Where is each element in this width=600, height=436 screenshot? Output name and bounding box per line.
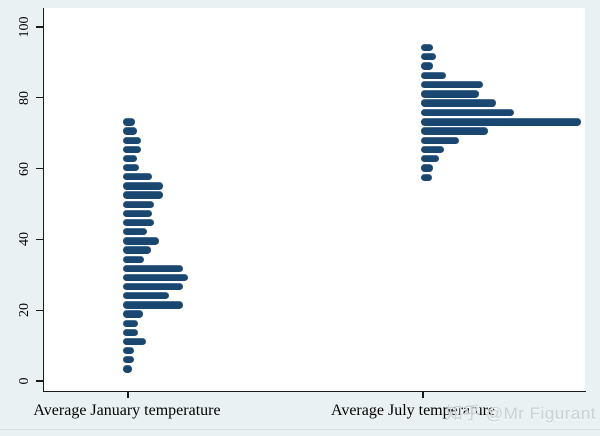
y-tick-mark — [36, 26, 43, 28]
histogram-bar — [122, 291, 169, 300]
x-axis-label-july: Average July temperature — [330, 402, 496, 419]
bottom-divider — [0, 429, 600, 430]
histogram-bar — [122, 154, 137, 163]
histogram-bar — [420, 136, 459, 144]
histogram-bar — [122, 301, 183, 309]
histogram-bar — [420, 53, 436, 61]
histogram-bar — [420, 154, 439, 163]
histogram-bar — [122, 365, 132, 373]
histogram-bar — [420, 71, 446, 80]
histogram-bar — [420, 43, 433, 52]
y-tick-label: 100 — [17, 16, 32, 38]
y-tick-label: 80 — [17, 90, 32, 105]
x-axis-line — [42, 390, 586, 393]
histogram-bar — [122, 237, 159, 245]
histogram-bar — [122, 173, 152, 181]
histogram-bar — [122, 182, 163, 190]
histogram-bar — [420, 90, 479, 98]
x-tick-mark — [422, 392, 424, 398]
histogram-bar — [122, 246, 151, 254]
histogram-bar — [420, 81, 483, 89]
histogram-bar — [122, 264, 183, 273]
watermark: 知乎 @Mr Figurant — [445, 404, 596, 423]
histogram-bar — [420, 118, 581, 126]
histogram-bar — [420, 164, 433, 172]
histogram-bar — [122, 282, 183, 291]
histogram-bar — [122, 191, 163, 199]
histogram-bar — [122, 338, 146, 346]
histogram-bar — [122, 227, 147, 236]
y-tick-mark — [36, 238, 43, 241]
histogram-bar — [122, 163, 139, 172]
histogram-bar — [420, 127, 488, 135]
y-tick-label: 0 — [17, 377, 32, 385]
histogram-bar — [122, 127, 137, 135]
histogram-bar — [122, 118, 135, 126]
histogram-bar — [122, 273, 188, 282]
histogram-bar — [122, 200, 154, 209]
histogram-bar — [420, 173, 432, 182]
histogram-bar — [122, 310, 143, 318]
x-tick-mark — [127, 392, 129, 398]
histogram-bar — [420, 108, 514, 116]
y-tick-label: 60 — [17, 161, 32, 176]
histogram-bar — [122, 356, 134, 364]
histogram-bar — [122, 346, 134, 355]
histogram-bar — [122, 136, 141, 144]
histogram-bar — [122, 209, 152, 218]
histogram-bar — [122, 319, 138, 327]
y-tick-mark — [36, 380, 43, 382]
histogram-bar — [122, 145, 141, 154]
histogram-bar — [122, 328, 138, 337]
y-tick-mark — [36, 97, 43, 99]
histogram-bar — [122, 218, 154, 227]
histogram-bar — [420, 145, 444, 154]
y-tick-label: 20 — [17, 303, 32, 318]
y-tick-mark — [36, 167, 43, 170]
y-tick-mark — [36, 309, 43, 311]
histogram-bar — [420, 62, 433, 70]
histogram-bar — [122, 255, 144, 263]
plot-area — [43, 8, 585, 391]
y-axis-line — [42, 8, 45, 392]
y-tick-label: 40 — [17, 232, 32, 247]
x-axis-label-january: Average January temperature — [33, 402, 221, 419]
histogram-bar — [420, 99, 496, 107]
